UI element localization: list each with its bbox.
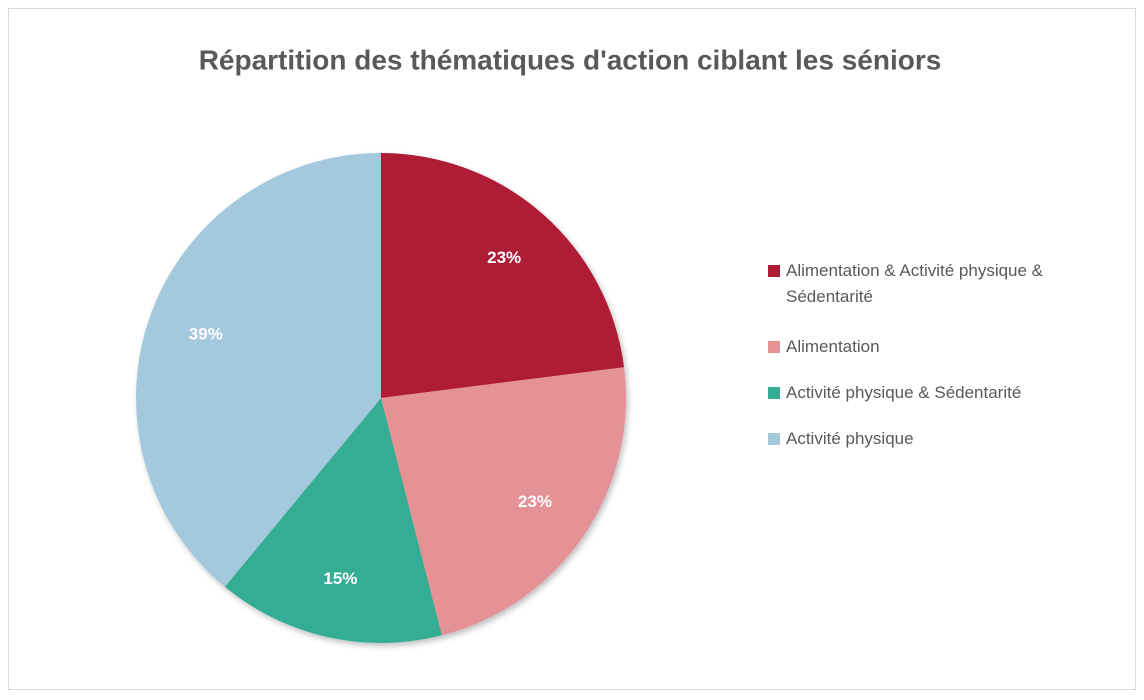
data-label: 39% [189, 324, 223, 343]
legend-swatch [768, 265, 780, 277]
legend-swatch [768, 341, 780, 353]
legend-entry: Alimentation [768, 334, 1128, 360]
legend-label: Activité physique [786, 429, 914, 448]
pie-slice [381, 367, 626, 636]
data-label: 23% [487, 248, 521, 267]
legend-swatch [768, 387, 780, 399]
legend-label: Activité physique & Sédentarité [786, 383, 1022, 402]
pie-slice [135, 153, 381, 587]
legend-entry: Activité physique & Sédentarité [768, 380, 1128, 406]
legend-label: Alimentation [786, 337, 880, 356]
data-label: 15% [323, 569, 357, 588]
data-label: 23% [518, 492, 552, 511]
legend-swatch [768, 433, 780, 445]
pie-slice [381, 153, 625, 398]
legend-entry: Activité physique [768, 426, 1128, 452]
pie [135, 153, 626, 643]
chart-title: Répartition des thématiques d'action cib… [199, 44, 942, 75]
pie-slice [224, 398, 442, 643]
legend-entry: Alimentation & Activité physique & Séden… [768, 258, 1128, 310]
legend-label: Alimentation & Activité physique & Séden… [786, 261, 1044, 306]
legend: Alimentation & Activité physique & Séden… [768, 258, 1128, 472]
